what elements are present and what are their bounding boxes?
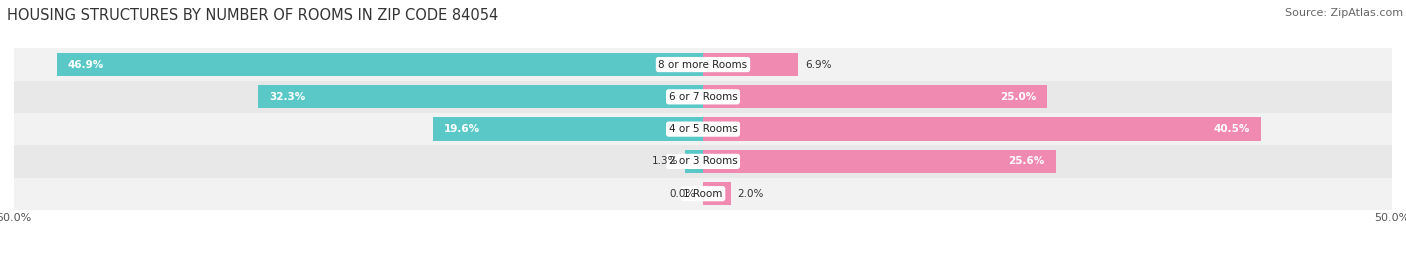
Text: 40.5%: 40.5% [1213, 124, 1250, 134]
Bar [685, 150, 703, 173]
Text: 6 or 7 Rooms: 6 or 7 Rooms [669, 92, 737, 102]
Text: 25.6%: 25.6% [1008, 156, 1045, 167]
Bar [433, 118, 703, 141]
Bar [14, 145, 1392, 178]
Bar [703, 182, 731, 205]
Bar [56, 53, 703, 76]
Bar [14, 178, 1392, 210]
Text: 8 or more Rooms: 8 or more Rooms [658, 59, 748, 70]
Bar [703, 150, 1056, 173]
Text: 2 or 3 Rooms: 2 or 3 Rooms [669, 156, 737, 167]
Text: 2.0%: 2.0% [738, 189, 763, 199]
Bar [703, 53, 799, 76]
Text: 1.3%: 1.3% [652, 156, 678, 167]
Text: 19.6%: 19.6% [444, 124, 479, 134]
Text: 46.9%: 46.9% [67, 59, 104, 70]
Text: 4 or 5 Rooms: 4 or 5 Rooms [669, 124, 737, 134]
Text: 32.3%: 32.3% [269, 92, 305, 102]
Bar [703, 85, 1047, 108]
Bar [14, 113, 1392, 145]
Bar [257, 85, 703, 108]
Text: 25.0%: 25.0% [1000, 92, 1036, 102]
Text: HOUSING STRUCTURES BY NUMBER OF ROOMS IN ZIP CODE 84054: HOUSING STRUCTURES BY NUMBER OF ROOMS IN… [7, 8, 498, 23]
Bar [14, 81, 1392, 113]
Text: 6.9%: 6.9% [806, 59, 831, 70]
Text: Source: ZipAtlas.com: Source: ZipAtlas.com [1285, 8, 1403, 18]
Bar [14, 48, 1392, 81]
Text: 1 Room: 1 Room [683, 189, 723, 199]
Text: 0.0%: 0.0% [669, 189, 696, 199]
Bar [703, 118, 1261, 141]
Legend: Owner-occupied, Renter-occupied: Owner-occupied, Renter-occupied [579, 266, 827, 269]
